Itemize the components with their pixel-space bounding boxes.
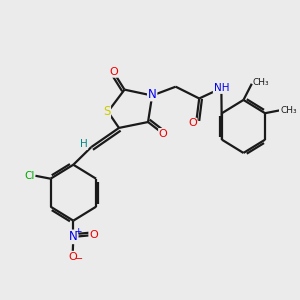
Text: O: O bbox=[68, 252, 77, 262]
Text: O: O bbox=[109, 67, 118, 77]
Text: CH₃: CH₃ bbox=[252, 78, 269, 87]
Text: N: N bbox=[69, 230, 78, 243]
Text: NH: NH bbox=[214, 83, 229, 93]
Text: S: S bbox=[103, 105, 110, 118]
Text: CH₃: CH₃ bbox=[281, 106, 297, 115]
Text: O: O bbox=[159, 129, 168, 139]
Text: +: + bbox=[75, 227, 82, 236]
Text: N: N bbox=[148, 88, 157, 100]
Text: Cl: Cl bbox=[24, 171, 34, 181]
Text: O: O bbox=[188, 118, 197, 128]
Text: H: H bbox=[80, 139, 87, 149]
Text: −: − bbox=[75, 254, 83, 264]
Text: O: O bbox=[89, 230, 98, 240]
